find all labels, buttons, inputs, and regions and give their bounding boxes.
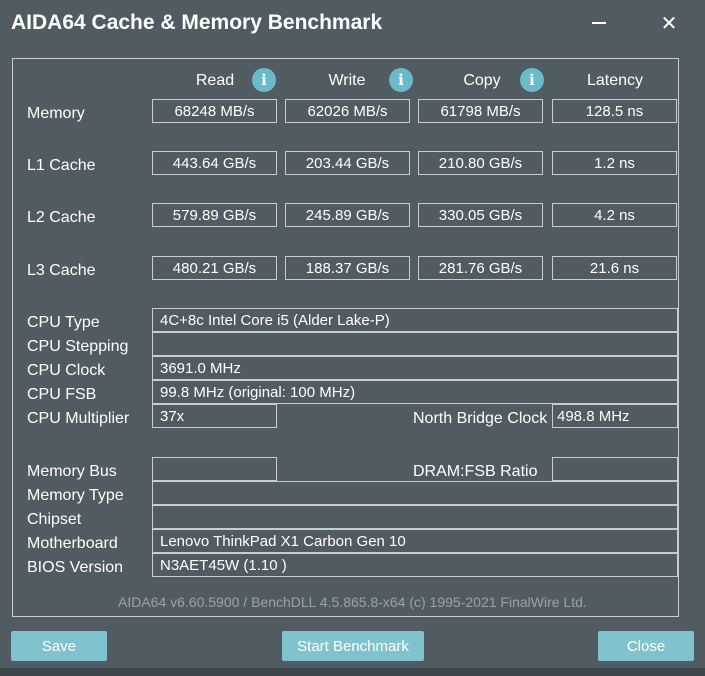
l1-copy-value: 210.80 GB/s xyxy=(418,151,543,175)
version-copyright-text: AIDA64 v6.60.5900 / BenchDLL 4.5.865.8-x… xyxy=(118,594,587,610)
close-icon: ✕ xyxy=(660,12,678,35)
cpu-fsb-value: 99.8 MHz (original: 100 MHz) xyxy=(152,380,678,404)
l2-cache-row-label: L2 Cache xyxy=(27,209,96,226)
motherboard-label: Motherboard xyxy=(27,535,118,552)
cpu-stepping-label: CPU Stepping xyxy=(27,338,129,355)
cpu-clock-label: CPU Clock xyxy=(27,362,106,379)
save-button[interactable]: Save xyxy=(11,631,107,661)
cpu-stepping-value xyxy=(152,332,678,356)
column-header-write: Write xyxy=(328,72,366,89)
window-close-button[interactable]: ✕ xyxy=(652,8,686,38)
memory-type-label: Memory Type xyxy=(27,487,124,504)
column-header-copy: Copy xyxy=(463,72,501,89)
memory-copy-value: 61798 MB/s xyxy=(418,99,543,123)
window-title: AIDA64 Cache & Memory Benchmark xyxy=(11,11,383,34)
l1-read-value: 443.64 GB/s xyxy=(152,151,277,175)
l3-copy-value: 281.76 GB/s xyxy=(418,256,543,280)
l2-write-value: 245.89 GB/s xyxy=(285,203,410,227)
memory-latency-value: 128.5 ns xyxy=(552,99,677,123)
cpu-clock-value: 3691.0 MHz xyxy=(152,356,678,380)
l2-latency-value: 4.2 ns xyxy=(552,203,677,227)
memory-row-label: Memory xyxy=(27,105,85,122)
cpu-type-label: CPU Type xyxy=(27,314,100,331)
memory-bus-label: Memory Bus xyxy=(27,463,117,480)
write-info-icon[interactable]: i xyxy=(389,68,413,92)
dram-fsb-ratio-label: DRAM:FSB Ratio xyxy=(413,463,538,480)
column-header-read: Read xyxy=(195,72,235,89)
column-header-latency: Latency xyxy=(586,72,644,89)
copy-info-icon[interactable]: i xyxy=(520,68,544,92)
cpu-multiplier-label: CPU Multiplier xyxy=(27,410,130,427)
north-bridge-clock-value: 498.8 MHz xyxy=(552,404,678,428)
chipset-value xyxy=(152,505,678,529)
l3-latency-value: 21.6 ns xyxy=(552,256,677,280)
minimize-button[interactable] xyxy=(582,8,616,38)
minimize-icon xyxy=(592,22,606,24)
l3-write-value: 188.37 GB/s xyxy=(285,256,410,280)
cpu-multiplier-value: 37x xyxy=(152,404,277,428)
motherboard-value: Lenovo ThinkPad X1 Carbon Gen 10 xyxy=(152,529,678,553)
l1-cache-row-label: L1 Cache xyxy=(27,157,96,174)
cpu-fsb-label: CPU FSB xyxy=(27,386,97,403)
close-button[interactable]: Close xyxy=(598,631,694,661)
memory-type-value xyxy=(152,481,678,505)
l2-read-value: 579.89 GB/s xyxy=(152,203,277,227)
l3-read-value: 480.21 GB/s xyxy=(152,256,277,280)
l2-copy-value: 330.05 GB/s xyxy=(418,203,543,227)
dram-fsb-ratio-value xyxy=(552,457,678,481)
bios-version-label: BIOS Version xyxy=(27,559,124,576)
results-panel xyxy=(12,58,679,617)
chipset-label: Chipset xyxy=(27,511,82,528)
north-bridge-clock-label: North Bridge Clock xyxy=(413,410,548,427)
cpu-type-value: 4C+8c Intel Core i5 (Alder Lake-P) xyxy=(152,308,678,332)
bios-version-value: N3AET45W (1.10 ) xyxy=(152,553,678,577)
l3-cache-row-label: L3 Cache xyxy=(27,262,96,279)
l1-latency-value: 1.2 ns xyxy=(552,151,677,175)
memory-bus-value xyxy=(152,457,277,481)
read-info-icon[interactable]: i xyxy=(252,68,276,92)
title-bar: AIDA64 Cache & Memory Benchmark ✕ xyxy=(0,0,705,50)
start-benchmark-button[interactable]: Start Benchmark xyxy=(282,631,424,661)
memory-write-value: 62026 MB/s xyxy=(285,99,410,123)
l1-write-value: 203.44 GB/s xyxy=(285,151,410,175)
bottom-strip xyxy=(0,668,705,676)
memory-read-value: 68248 MB/s xyxy=(152,99,277,123)
